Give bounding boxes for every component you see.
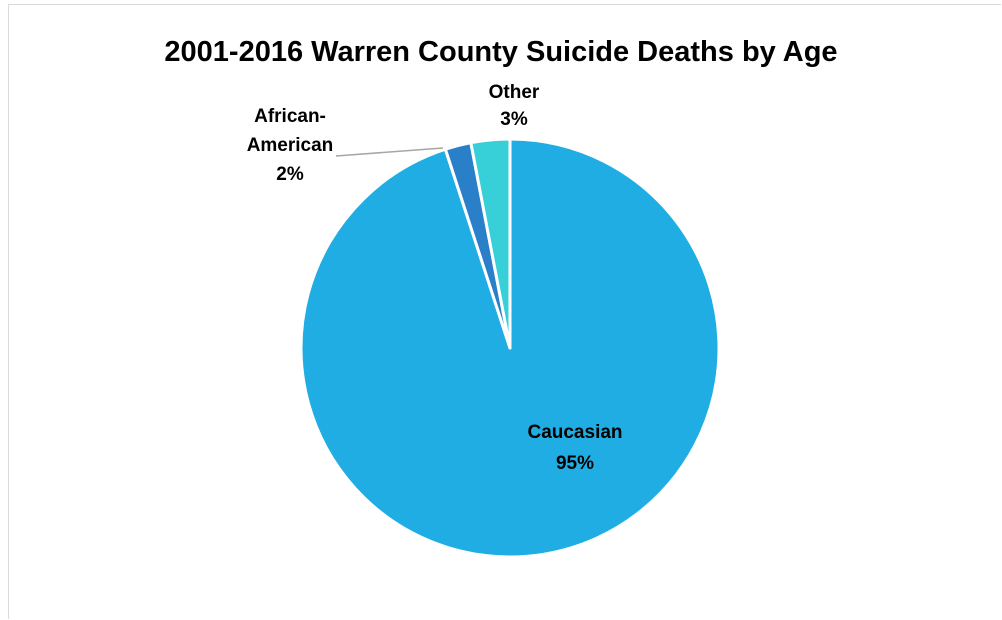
percent-label: 95% [556,453,594,474]
chart-title: 2001-2016 Warren County Suicide Deaths b… [164,36,838,68]
label-caucasian: Caucasian 95% [527,422,622,474]
category-label: Caucasian [527,422,622,443]
percent-label: 3% [500,109,528,130]
leader-line-african-american [335,147,444,157]
label-other: Other 3% [489,82,540,130]
category-label: Other [489,82,540,103]
category-label: African- [254,106,326,127]
slice-other [469,137,512,350]
label-african-american: African- American 2% [247,106,334,185]
category-label: American [247,135,334,156]
percent-label: 2% [276,164,304,185]
chart-frame [8,4,1001,619]
